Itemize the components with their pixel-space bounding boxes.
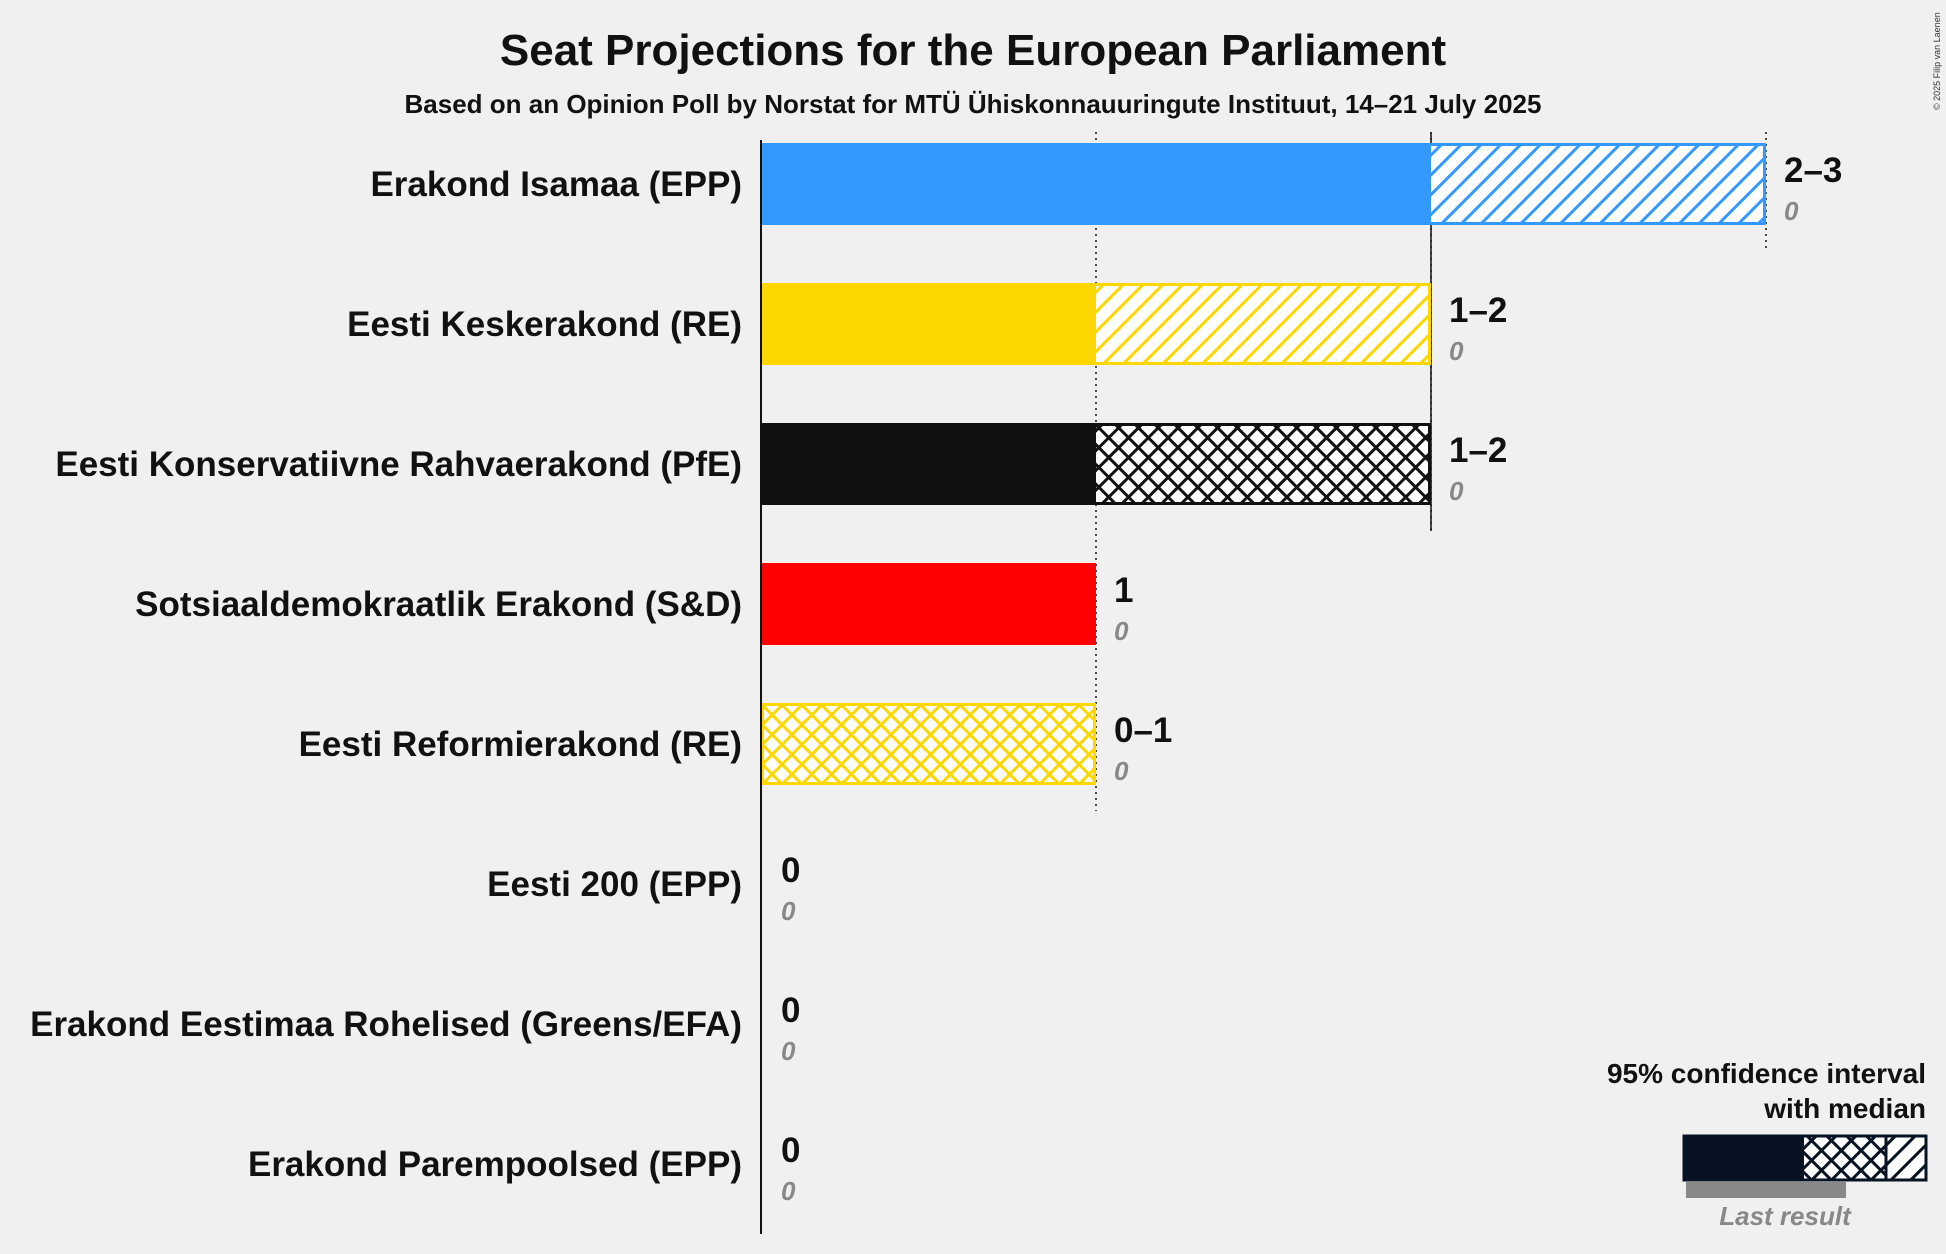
legend: 95% confidence interval with median Last…: [1607, 1058, 1928, 1231]
seat-range-label: 0–1: [1114, 711, 1172, 750]
party-label: Erakond Eestimaa Rohelised (Greens/EFA): [30, 1005, 742, 1044]
bar-ci-hatch: [1431, 143, 1766, 225]
chart-title: Seat Projections for the European Parlia…: [500, 26, 1447, 75]
bar-outline: [761, 703, 1096, 785]
bar-ci-crosshatch: [761, 703, 1096, 785]
last-result-label: 0: [781, 1036, 796, 1066]
party-label: Eesti Konservatiivne Rahvaerakond (PfE): [55, 445, 742, 484]
bar-solid: [761, 283, 1096, 365]
last-result-label: 0: [1114, 616, 1129, 646]
labels: Erakond Isamaa (EPP) 2–3 0 Eesti Keskerakon…: [30, 151, 1842, 1206]
seat-range-label: 1–2: [1449, 291, 1507, 330]
legend-crosshatch-swatch: [1804, 1136, 1886, 1180]
party-label: Eesti Keskerakond (RE): [347, 305, 742, 344]
last-result-label: 0: [781, 896, 796, 926]
seat-range-label: 0: [781, 851, 800, 890]
last-result-label: 0: [781, 1176, 796, 1206]
party-label: Erakond Parempoolsed (EPP): [248, 1145, 742, 1184]
seat-range-label: 0: [781, 991, 800, 1030]
bar-ci-hatch: [1096, 283, 1431, 365]
legend-solid-swatch: [1684, 1136, 1804, 1180]
last-result-label: 0: [1449, 476, 1464, 506]
last-result-label: 0: [1784, 196, 1799, 226]
party-label: Sotsiaaldemokraatlik Erakond (S&D): [135, 585, 742, 624]
legend-diagonal-swatch: [1886, 1136, 1926, 1180]
legend-line-2: with median: [1763, 1093, 1926, 1124]
legend-last-result-label: Last result: [1719, 1201, 1852, 1231]
legend-last-result-bar: [1686, 1182, 1846, 1198]
seat-range-label: 2–3: [1784, 151, 1842, 190]
bar-solid: [761, 143, 1431, 225]
bar-outline: [761, 283, 1431, 365]
party-label: Eesti 200 (EPP): [487, 865, 742, 904]
last-result-label: 0: [1449, 336, 1464, 366]
last-result-label: 0: [1114, 756, 1129, 786]
bar-outline: [761, 143, 1766, 225]
seat-range-label: 0: [781, 1131, 800, 1170]
bar-outline: [761, 423, 1431, 505]
party-label: Eesti Reformierakond (RE): [299, 725, 742, 764]
legend-line-1: 95% confidence interval: [1607, 1058, 1926, 1089]
chart-subtitle: Based on an Opinion Poll by Norstat for …: [405, 89, 1542, 119]
bar-ci-crosshatch: [1096, 423, 1431, 505]
legend-outline: [1682, 1134, 1928, 1182]
bar-solid: [761, 563, 1096, 645]
party-label: Erakond Isamaa (EPP): [370, 165, 742, 204]
bar-solid: [761, 423, 1096, 505]
seat-range-label: 1–2: [1449, 431, 1507, 470]
copyright-text: © 2025 Filip van Laenen: [1932, 12, 1942, 110]
seat-range-label: 1: [1114, 571, 1133, 610]
bars: [761, 143, 1766, 785]
